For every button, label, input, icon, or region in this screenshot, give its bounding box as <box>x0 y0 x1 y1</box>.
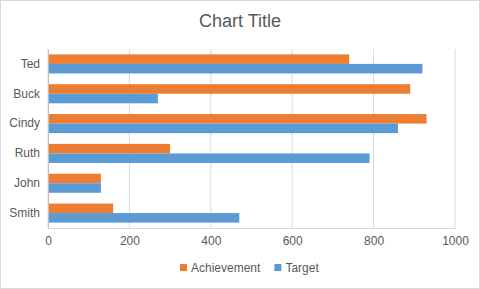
y-tick: Ted <box>21 57 48 71</box>
grid-line <box>292 49 293 228</box>
bar <box>48 54 349 64</box>
y-axis: Ted Buck Cindy Ruth John Smith <box>9 50 48 229</box>
legend: Achievement Target <box>180 261 319 275</box>
legend-label: Achievement <box>191 261 261 275</box>
x-tick: 400 <box>201 228 221 248</box>
x-tick-label: 600 <box>283 234 303 248</box>
y-tick: Smith <box>9 206 48 220</box>
bar <box>48 144 170 154</box>
chart-title: Chart Title <box>199 11 281 31</box>
bar <box>48 213 239 223</box>
y-tick: John <box>14 176 48 190</box>
bar <box>48 114 427 124</box>
y-tick: Ruth <box>15 146 48 160</box>
chart-background <box>1 1 480 289</box>
y-axis-line <box>48 50 49 229</box>
x-tick: 800 <box>364 228 384 248</box>
y-tick-label: John <box>14 176 40 190</box>
y-tick: Buck <box>13 87 48 101</box>
y-tick-label: Buck <box>13 87 41 101</box>
legend-swatch <box>274 264 281 271</box>
x-tick: 600 <box>283 228 303 248</box>
bar <box>48 94 158 104</box>
x-tick: 200 <box>120 228 140 248</box>
y-tick-label: Ted <box>21 57 40 71</box>
x-tick-label: 0 <box>45 234 52 248</box>
legend-label: Target <box>285 261 319 275</box>
bar <box>48 153 370 163</box>
bar <box>48 183 101 193</box>
bars <box>48 54 427 222</box>
x-tick-label: 1000 <box>442 234 469 248</box>
y-tick-label: Cindy <box>9 116 40 130</box>
chart: Chart Title 0 200 400 600 800 1000 Ted Buck Cindy… <box>0 0 480 289</box>
bar <box>48 174 101 184</box>
x-tick-label: 200 <box>120 234 140 248</box>
x-tick-label: 800 <box>364 234 384 248</box>
grid-line <box>210 49 211 228</box>
bar <box>48 204 113 214</box>
x-axis: 0 200 400 600 800 1000 <box>45 228 469 248</box>
bar <box>48 84 410 94</box>
bar <box>48 64 422 74</box>
grid-line <box>48 49 49 228</box>
x-tick: 0 <box>45 228 52 248</box>
bar <box>48 124 398 134</box>
y-tick: Cindy <box>9 116 48 130</box>
grid-line <box>455 49 456 228</box>
y-tick-label: Ruth <box>15 146 40 160</box>
legend-swatch <box>180 264 187 271</box>
x-tick-label: 400 <box>201 234 221 248</box>
y-tick-label: Smith <box>9 206 40 220</box>
grid-line <box>129 49 130 228</box>
x-axis-line <box>49 228 456 229</box>
grid-line <box>373 49 374 228</box>
x-tick: 1000 <box>442 228 469 248</box>
grid <box>48 49 455 228</box>
